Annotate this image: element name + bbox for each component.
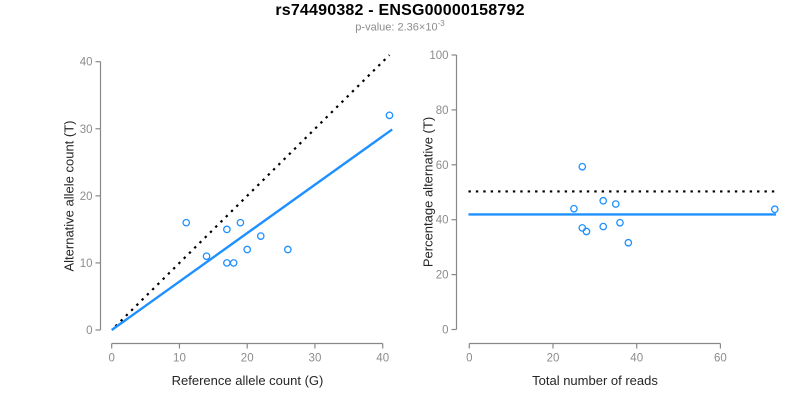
y-tick-label: 10 bbox=[80, 258, 93, 270]
data-point bbox=[616, 218, 624, 227]
y-tick-label: 0 bbox=[442, 325, 448, 337]
y-tick-label: 20 bbox=[80, 191, 93, 203]
data-point bbox=[243, 245, 252, 254]
y-tick-label: 80 bbox=[436, 105, 449, 117]
y-tick-label: 60 bbox=[436, 160, 449, 172]
data-point bbox=[202, 252, 211, 261]
x-tick-label: 40 bbox=[630, 353, 643, 365]
data-point bbox=[236, 218, 245, 227]
data-point bbox=[256, 232, 265, 240]
data-point bbox=[582, 227, 591, 236]
y-axis-title-right: Percentage alternative (T) bbox=[420, 116, 436, 268]
y-tick-label: 40 bbox=[436, 215, 449, 227]
y-tick-label: 20 bbox=[436, 270, 449, 282]
x-tick-label: 30 bbox=[309, 353, 322, 365]
data-point bbox=[578, 224, 587, 232]
data-point bbox=[182, 218, 191, 227]
page-title: rs74490382 - ENSG00000158792 bbox=[275, 2, 525, 19]
data-point bbox=[385, 111, 394, 120]
y-tick-label: 30 bbox=[80, 124, 93, 136]
y-tick-label: 100 bbox=[429, 50, 448, 62]
data-point bbox=[223, 259, 231, 267]
x-tick-label: 20 bbox=[241, 353, 254, 365]
x-axis-title-right: Total number of reads bbox=[532, 373, 658, 388]
data-point bbox=[229, 259, 238, 267]
x-tick-label: 40 bbox=[376, 353, 389, 365]
identity-line bbox=[114, 54, 391, 328]
y-tick-label: 40 bbox=[80, 57, 93, 69]
x-tick-label: 60 bbox=[714, 353, 727, 365]
fit-line bbox=[111, 128, 393, 331]
x-tick-label: 20 bbox=[547, 353, 560, 365]
data-point bbox=[283, 245, 292, 254]
subtitle-text: p-value: 2.36×10 bbox=[355, 21, 438, 34]
data-point bbox=[578, 162, 587, 171]
y-tick-label: 0 bbox=[86, 325, 92, 337]
allele-count-scatter-plot: 0 10 20 30 40 0 10 20 30 40 bbox=[80, 54, 394, 365]
data-point bbox=[570, 204, 578, 213]
subtitle-exponent: -3 bbox=[437, 19, 445, 28]
data-point bbox=[599, 196, 608, 205]
data-point bbox=[223, 225, 231, 234]
percentage-reads-scatter-plot: 0 20 40 60 80 100 0 20 40 60 bbox=[429, 50, 779, 365]
data-point bbox=[611, 200, 620, 208]
x-tick-label: 0 bbox=[466, 353, 472, 365]
data-point bbox=[770, 205, 779, 214]
x-tick-label: 0 bbox=[108, 353, 114, 365]
x-tick-label: 10 bbox=[173, 353, 186, 365]
data-point bbox=[599, 222, 608, 231]
y-axis-title-left: Alternative allele count (T) bbox=[61, 120, 77, 272]
data-point bbox=[624, 238, 633, 247]
page-subtitle: p-value: 2.36×10-3 bbox=[0, 19, 800, 34]
x-axis-title-left: Reference allele count (G) bbox=[171, 373, 324, 388]
